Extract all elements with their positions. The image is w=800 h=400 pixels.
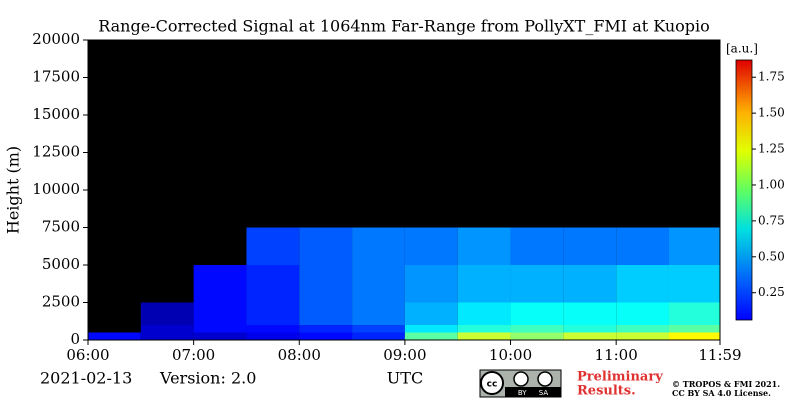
- heatmap-cell: [404, 325, 458, 333]
- x-tick-label: 11:00: [595, 346, 638, 364]
- heatmap-cell: [352, 325, 405, 333]
- heatmap-cell: [563, 265, 617, 303]
- x-tick-label: 07:00: [172, 346, 215, 364]
- colorbar-tick-label: 0.50: [758, 249, 785, 263]
- heatmap-cell: [668, 227, 720, 265]
- y-tick-label: 20000: [32, 30, 80, 48]
- heatmap-cell: [563, 332, 617, 340]
- heatmap-cell: [193, 302, 247, 325]
- heatmap-cell: [404, 227, 458, 265]
- colorbar-tick-label: 1.75: [758, 70, 785, 84]
- heatmap-cell: [140, 332, 194, 340]
- y-tick-label: 5000: [42, 255, 80, 273]
- heatmap-cell: [457, 227, 511, 265]
- heatmap-cell: [457, 325, 511, 333]
- heatmap-cell: [563, 227, 617, 265]
- heatmap-cell: [510, 325, 564, 333]
- x-tick-label: 11:59: [698, 346, 741, 364]
- svg-text:cc: cc: [487, 380, 498, 390]
- heatmap-cell: [246, 302, 300, 325]
- y-tick-label: 12500: [32, 143, 80, 161]
- colorbar-tick-label: 1.50: [758, 106, 785, 120]
- heatmap-cell: [246, 227, 300, 265]
- heatmap-cell: [668, 265, 720, 303]
- heatmap-cell: [616, 265, 669, 303]
- heatmap-cell: [668, 325, 720, 333]
- heatmap-cell: [404, 332, 458, 340]
- heatmap-cell: [299, 325, 353, 333]
- colorbar-tick-label: 0.25: [758, 285, 785, 299]
- colorbar-label: [a.u.]: [726, 42, 758, 56]
- x-tick-label: 09:00: [383, 346, 426, 364]
- y-tick-label: 17500: [32, 68, 80, 86]
- heatmap-cell: [352, 265, 405, 303]
- heatmap-cell: [668, 332, 720, 340]
- heatmap-cell: [352, 332, 405, 340]
- colorbar-tick-label: 0.75: [758, 213, 785, 227]
- cc-logo: cc BY SA: [479, 369, 562, 398]
- results-label: Results.: [577, 384, 636, 399]
- heatmap-cell: [88, 332, 141, 340]
- colorbar-tick-label: 1.00: [758, 177, 785, 191]
- heatmap-cell: [457, 265, 511, 303]
- heatmap-cell: [299, 332, 353, 340]
- heatmap-cell: [299, 227, 353, 265]
- heatmap-cell: [457, 302, 511, 325]
- version-label: Version: 2.0: [159, 369, 256, 388]
- heatmap-cell: [616, 332, 669, 340]
- heatmap-cell: [140, 302, 194, 325]
- heatmap-cell: [668, 302, 720, 325]
- colorbar-tick-label: 1.25: [758, 142, 785, 156]
- preliminary-label: Preliminary: [577, 370, 663, 385]
- heatmap-cell: [193, 265, 247, 303]
- heatmap-cell: [510, 227, 564, 265]
- y-tick-label: 10000: [32, 180, 80, 198]
- y-axis-label: Height (m): [4, 146, 23, 234]
- heatmap-cell: [616, 325, 669, 333]
- heatmap-cell: [246, 265, 300, 303]
- heatmap-cell: [457, 332, 511, 340]
- copyright: © TROPOS & FMI 2021.: [672, 379, 780, 389]
- x-tick-label: 08:00: [278, 346, 321, 364]
- y-tick-label: 2500: [42, 293, 80, 311]
- heatmap-cell: [193, 332, 247, 340]
- heatmap-cell: [352, 302, 405, 325]
- license: CC BY SA 4.0 License.: [672, 388, 771, 398]
- heatmap-cell: [140, 325, 194, 333]
- chart-title: Range-Corrected Signal at 1064nm Far-Ran…: [98, 17, 710, 36]
- heatmap-cell: [563, 302, 617, 325]
- x-tick-label: 06:00: [66, 346, 109, 364]
- heatmap-cell: [404, 265, 458, 303]
- heatmap-cell: [510, 332, 564, 340]
- x-axis-label: UTC: [387, 369, 423, 388]
- heatmap-cell: [510, 265, 564, 303]
- colorbar: [735, 59, 753, 321]
- heatmap-cell: [246, 325, 300, 333]
- heatmap-cell: [193, 325, 247, 333]
- heatmap-cell: [404, 302, 458, 325]
- heatmap-cell: [246, 332, 300, 340]
- heatmap-cell: [510, 302, 564, 325]
- date-label: 2021-02-13: [40, 369, 132, 388]
- heatmap-cell: [352, 227, 405, 265]
- heatmap-cell: [616, 227, 669, 265]
- y-tick-label: 0: [70, 330, 80, 348]
- y-tick-label: 7500: [42, 218, 80, 236]
- x-tick-label: 10:00: [489, 346, 532, 364]
- y-tick-label: 15000: [32, 105, 80, 123]
- heatmap-cell: [299, 265, 353, 303]
- heatmap-cell: [563, 325, 617, 333]
- license-badge: BY SA: [518, 389, 548, 397]
- heatmap-cell: [299, 302, 353, 325]
- heatmap-cell: [616, 302, 669, 325]
